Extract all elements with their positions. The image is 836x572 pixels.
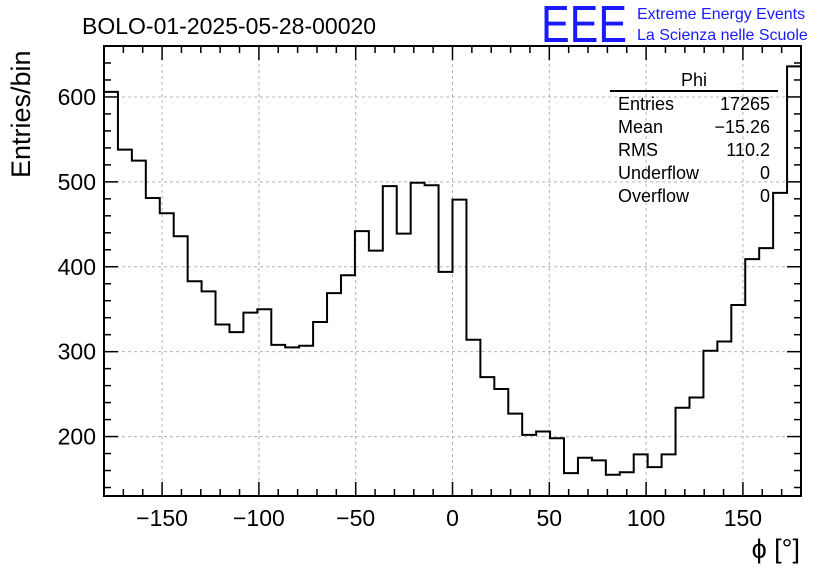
histogram-bin [313,322,327,496]
x-tick-label: 50 [537,505,563,531]
histogram-bin [411,183,425,496]
x-tick-label: −50 [336,505,375,531]
histogram-bin [759,248,773,496]
logo-line-1: Extreme Energy Events [637,6,805,23]
x-tick-label: 0 [446,505,459,531]
y-tick-label: 500 [58,169,96,195]
histogram-bin [160,213,174,496]
histogram-bin [606,475,620,496]
histogram-bin [703,351,717,496]
histogram-bin [634,454,648,496]
histogram-bin [132,161,146,496]
histogram-bin [146,198,160,496]
histogram-bin [731,305,745,496]
histogram-bin [592,460,606,496]
stats-value-underflow: 0 [760,163,770,183]
x-tick-label: −150 [136,505,188,531]
x-tick-label: 150 [724,505,762,531]
histogram-bin [118,150,132,496]
histogram-bin [383,186,397,496]
histogram-bin [717,341,731,496]
histogram-bin [369,251,383,496]
histogram-bin [773,193,787,496]
grid [104,46,801,496]
histogram-bin [243,313,257,496]
histogram-bin [550,438,564,496]
histogram-bin [536,431,550,496]
axis-ticks [104,46,801,496]
stats-label-underflow: Underflow [618,163,700,183]
histogram-bin [787,66,801,496]
histogram-bin [676,408,690,496]
eee-logo: EEE Extreme Energy Events La Scienza nel… [541,0,808,54]
x-tick-label: 100 [627,505,665,531]
histogram-bin [271,345,285,496]
histogram-bin [285,347,299,496]
stats-label-mean: Mean [618,117,663,137]
histogram-bin [745,259,759,496]
histogram-line [103,65,802,496]
histogram-bin [425,185,439,496]
y-tick-labels: 200 300 400 500 600 [58,84,96,450]
stats-value-rms: 110.2 [726,140,770,160]
histogram-bins [103,65,802,496]
histogram-bin [202,291,216,496]
x-tick-label: −100 [233,505,285,531]
x-axis-title: ϕ [°] [752,534,800,564]
histogram-bin [466,340,480,496]
histogram-bin [564,473,578,496]
histogram-bin [257,309,271,496]
histogram-bin [689,398,703,496]
stats-box: Phi Entries 17265 Mean −15.26 RMS 110.2 … [610,70,778,206]
histogram-bin [662,454,676,496]
histogram-bin [522,435,536,496]
histogram-bin [620,472,634,496]
histogram-bin [439,272,453,496]
histogram-bin [174,236,188,496]
stats-name: Phi [681,70,707,90]
histogram-bin [188,281,202,496]
histogram-bin [508,414,522,496]
y-axis-title: Entries/bin [6,50,36,178]
plot-frame [103,45,802,497]
y-tick-label: 300 [58,339,96,365]
histogram-bin [453,200,467,496]
histogram-bin [494,389,508,496]
histogram-bin [104,92,118,496]
x-tick-labels: −150 −100 −50 0 50 100 150 [136,505,762,531]
histogram-bin [648,467,662,496]
histogram-bin [355,231,369,496]
stats-label-overflow: Overflow [618,186,690,206]
histogram-bin [327,293,341,496]
histogram-bin [397,234,411,496]
stats-value-entries: 17265 [720,94,770,114]
y-tick-label: 600 [58,84,96,110]
histogram-bin [299,346,313,496]
histogram-bin [216,324,230,496]
chart-title: BOLO-01-2025-05-28-00020 [82,13,376,39]
stats-value-overflow: 0 [760,186,770,206]
histogram-bin [229,332,243,496]
logo-line-2: La Scienza nelle Scuole [637,27,808,44]
histogram-bin [480,377,494,496]
y-tick-label: 400 [58,254,96,280]
y-tick-label: 200 [58,424,96,450]
stats-label-entries: Entries [618,94,674,114]
stats-label-rms: RMS [618,140,658,160]
histogram-bin [578,458,592,496]
stats-value-mean: −15.26 [714,117,770,137]
histogram-bin [341,275,355,496]
